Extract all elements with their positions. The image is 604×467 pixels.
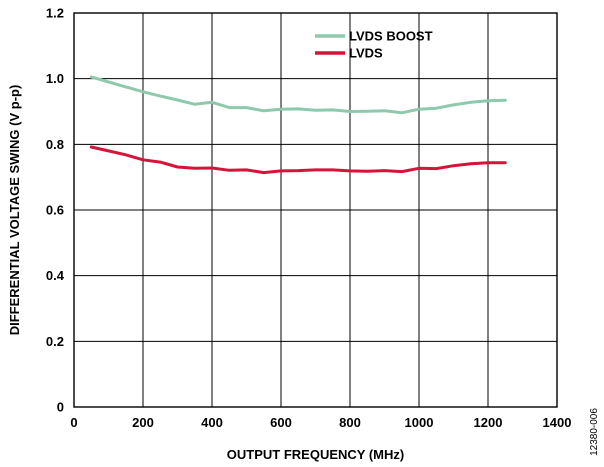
y-axis-title: DIFFERENTIAL VOLTAGE SWING (V p-p)	[7, 85, 22, 336]
y-tick-label: 0.8	[46, 137, 64, 152]
x-axis-ticks: 0 200 400 600 800 1000 1200 1400	[70, 415, 571, 430]
grid	[74, 13, 557, 407]
x-tick-label: 800	[339, 415, 361, 430]
x-tick-label: 0	[70, 415, 77, 430]
x-tick-label: 1000	[405, 415, 434, 430]
legend-label: LVDS	[349, 46, 383, 61]
x-tick-label: 1400	[543, 415, 572, 430]
figure-id: 12380-006	[589, 408, 600, 456]
y-tick-label: 1.2	[46, 6, 64, 21]
series-line	[89, 75, 507, 115]
x-tick-label: 1200	[474, 415, 503, 430]
y-tick-label: 0.4	[46, 268, 65, 283]
y-axis-ticks: 0 0.2 0.4 0.6 0.8 1.0 1.2	[46, 6, 65, 415]
y-tick-label: 0	[57, 400, 64, 415]
plot-frame	[73, 12, 558, 408]
x-tick-label: 600	[270, 415, 292, 430]
legend: LVDS BOOST LVDS	[315, 29, 433, 61]
x-tick-label: 400	[201, 415, 223, 430]
x-tick-label: 200	[132, 415, 154, 430]
series-lines	[89, 75, 507, 175]
series-line	[89, 145, 507, 175]
y-tick-label: 1.0	[46, 71, 64, 86]
y-tick-label: 0.2	[46, 334, 64, 349]
legend-label: LVDS BOOST	[349, 29, 433, 44]
x-axis-title: OUTPUT FREQUENCY (MHz)	[227, 447, 404, 462]
y-tick-label: 0.6	[46, 203, 64, 218]
